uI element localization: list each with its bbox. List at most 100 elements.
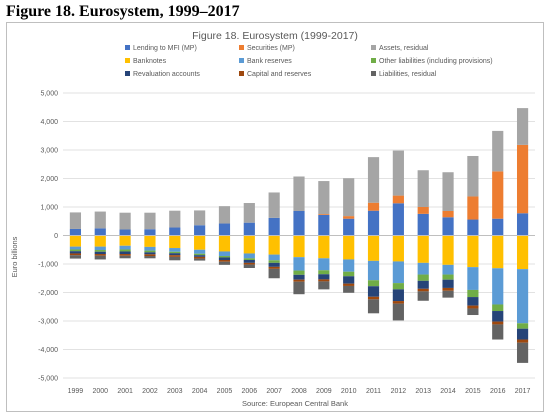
y-tick-label: 0	[54, 233, 58, 240]
bar-segment	[367, 157, 380, 203]
y-tick-label: 1,000	[40, 205, 58, 212]
legend-swatch	[125, 45, 130, 50]
bar-segment	[69, 255, 82, 259]
bar-segment	[467, 289, 479, 298]
chart-legend: Lending to MFI (MP) Securities (MP) Assets…	[125, 45, 493, 78]
bar-segment	[293, 279, 305, 282]
y-tick-label: 3,000	[40, 148, 58, 155]
legend-swatch	[371, 58, 376, 63]
bar-segment	[492, 171, 504, 219]
x-tick-label: 2004	[192, 388, 208, 395]
x-tick-label: 2009	[316, 388, 332, 395]
bar-segment	[218, 251, 231, 257]
bar-segment	[467, 308, 479, 316]
bar-segment	[243, 222, 255, 236]
bar-segment	[516, 342, 529, 363]
bar-segment	[516, 328, 529, 340]
bar-segment	[392, 150, 404, 196]
bar-segment	[417, 280, 429, 289]
bar-segment	[243, 203, 255, 223]
bar-segment	[144, 252, 156, 255]
bar-segment	[218, 206, 231, 224]
y-axis-ticks: -5,000 -4,000 -3,000 -2,000 -1,000 0 1,000 2,00…	[38, 91, 58, 383]
bar-segment	[442, 210, 454, 218]
x-tick-label: 2017	[515, 388, 531, 395]
bar-segment	[293, 257, 305, 271]
bar-segment	[343, 216, 355, 219]
bar-segment	[318, 214, 330, 215]
bar-segment	[243, 253, 255, 259]
bar-segment	[169, 210, 181, 228]
bar-segment	[392, 195, 404, 204]
legend-label: Capital and reserves	[247, 71, 312, 78]
bar-segment	[268, 260, 280, 263]
bar-segment	[417, 207, 429, 214]
bar-segment	[293, 274, 305, 280]
bar-segment	[268, 266, 280, 269]
bar-segment	[442, 172, 454, 211]
bar-segment	[367, 202, 380, 211]
bar-segment	[218, 223, 231, 236]
bar-segment	[119, 251, 131, 255]
bar-segment	[467, 219, 479, 236]
bar-segment	[318, 281, 330, 290]
legend-label: Banknotes	[133, 58, 167, 65]
chart-svg: Figure 18. Eurosystem (1999-2017) Lendin…	[10, 30, 535, 408]
chart-title: Figure 18. Eurosystem (1999-2017)	[192, 30, 358, 42]
bar-segment	[392, 203, 404, 236]
bar-segment	[243, 258, 255, 261]
bar-segment	[442, 287, 454, 291]
bar-segment	[218, 260, 231, 262]
bar-segment	[492, 218, 504, 236]
bar-segment	[492, 268, 504, 305]
bar-segment	[392, 235, 404, 262]
bar-segment	[442, 274, 454, 280]
x-tick-label: 1999	[68, 388, 84, 395]
bar-segment	[243, 262, 255, 265]
bar-segment	[417, 291, 429, 301]
bar-segment	[492, 130, 504, 172]
x-tick-label: 2002	[142, 388, 158, 395]
bar-segment	[268, 268, 280, 279]
y-tick-label: -3,000	[38, 319, 58, 326]
x-tick-label: 2000	[92, 388, 108, 395]
bar-segment	[144, 235, 156, 247]
bar-segment	[367, 260, 380, 281]
bar-segment	[268, 217, 280, 236]
x-tick-label: 2012	[391, 388, 407, 395]
bars	[69, 108, 529, 363]
bar-segment	[318, 258, 330, 271]
bar-segment	[94, 251, 106, 255]
x-tick-label: 2016	[490, 388, 506, 395]
bar-segment	[243, 235, 255, 254]
bar-segment	[467, 196, 479, 220]
bar-segment	[467, 305, 479, 309]
bar-segment	[144, 246, 156, 251]
bar-segment	[169, 235, 181, 249]
bar-segment	[367, 235, 380, 261]
legend-label: Securities (MP)	[247, 45, 295, 52]
bar-segment	[516, 235, 529, 270]
y-axis-label: Euro billions	[10, 236, 19, 277]
bar-segment	[442, 264, 454, 275]
bar-segment	[119, 235, 131, 246]
legend-label: Lending to MFI (MP)	[133, 45, 197, 52]
bar-segment	[69, 235, 82, 247]
bar-segment	[417, 274, 429, 281]
bar-segment	[194, 256, 206, 259]
bar-segment	[119, 255, 131, 259]
bar-segment	[516, 339, 529, 343]
bar-segment	[169, 256, 181, 261]
bar-segment	[243, 260, 255, 263]
bar-segment	[392, 303, 404, 321]
bar-segment	[218, 257, 231, 261]
y-tick-label: 2,000	[40, 176, 58, 183]
bar-segment	[516, 213, 529, 236]
bar-segment	[94, 254, 106, 256]
bar-segment	[417, 170, 429, 207]
bar-segment	[94, 235, 106, 247]
bar-segment	[69, 251, 82, 254]
bar-segment	[194, 225, 206, 236]
y-tick-label: -2,000	[38, 290, 58, 297]
bar-segment	[169, 255, 181, 257]
